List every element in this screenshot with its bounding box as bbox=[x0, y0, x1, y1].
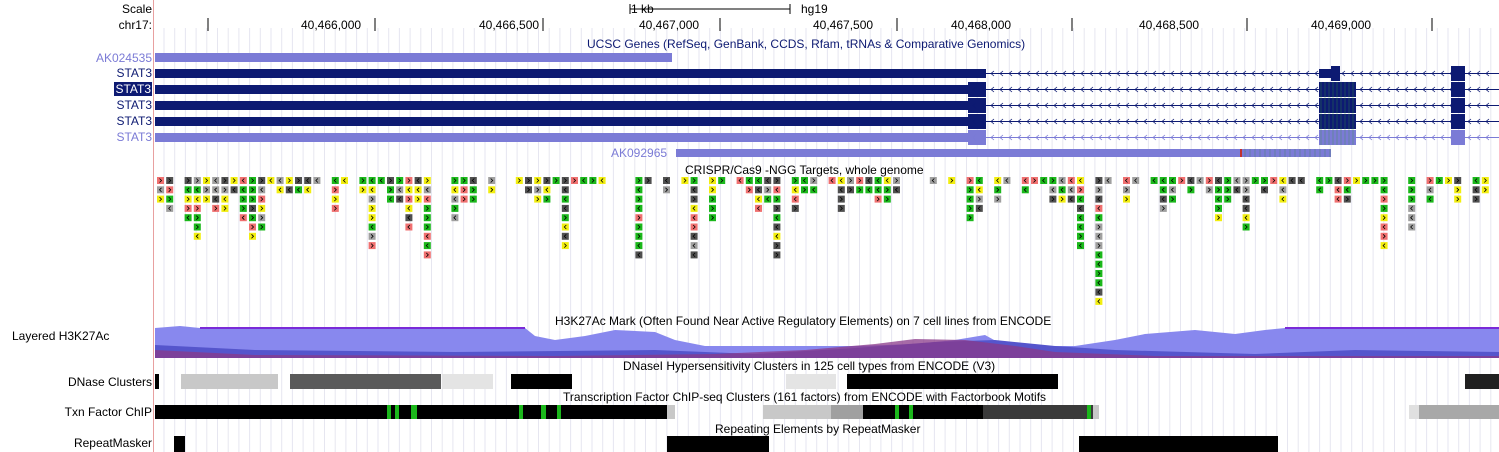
label-divider bbox=[153, 0, 154, 452]
ruler-tick: 40,469,000 bbox=[1311, 18, 1372, 32]
gene-label-stat3[interactable]: STAT3 bbox=[116, 66, 152, 80]
gene-label-stat3[interactable]: STAT3 bbox=[116, 98, 152, 112]
repeatmasker-track[interactable] bbox=[174, 436, 1278, 452]
assembly-label: hg19 bbox=[801, 2, 828, 16]
txn-factor-track[interactable] bbox=[155, 405, 1499, 419]
gene-stat3-4[interactable] bbox=[155, 117, 968, 126]
gene-stat3-5[interactable] bbox=[155, 133, 968, 142]
dnase-track-label[interactable]: DNase Clusters bbox=[67, 375, 152, 389]
track-image-area[interactable]: 1 kb hg19 40,466,000 40,466,500 40,467,0… bbox=[155, 0, 1499, 452]
gene-label-ak024535[interactable]: AK024535 bbox=[95, 51, 152, 65]
chrom-label: chr17: bbox=[118, 18, 152, 32]
gene-stat3-3[interactable] bbox=[155, 101, 968, 110]
ruler-tick: 40,468,000 bbox=[951, 18, 1012, 32]
gene-label-stat3[interactable]: STAT3 bbox=[116, 114, 152, 128]
ruler-tick: 40,468,500 bbox=[1139, 18, 1200, 32]
tracks-canvas[interactable] bbox=[155, 0, 1499, 452]
h3k27ac-track-label[interactable]: Layered H3K27Ac bbox=[12, 329, 110, 343]
gene-label-stat3[interactable]: STAT3 bbox=[116, 130, 152, 144]
h3k27ac-title: H3K27Ac Mark (Often Found Near Active Re… bbox=[555, 314, 1052, 328]
repeat-track-label[interactable]: RepeatMasker bbox=[73, 436, 152, 450]
gene-ak092965[interactable] bbox=[676, 149, 1331, 157]
dnase-title: DNaseI Hypersensitivity Clusters in 125 … bbox=[623, 359, 996, 373]
ruler bbox=[207, 4, 1433, 31]
ruler-tick: 40,466,000 bbox=[301, 18, 362, 32]
crispr-track[interactable] bbox=[157, 177, 1489, 305]
gene-label-ak092965[interactable]: AK092965 bbox=[611, 146, 668, 160]
gene-ak024535[interactable] bbox=[155, 53, 672, 62]
ucsc-genes-track[interactable] bbox=[155, 53, 1499, 157]
track-labels-column: Scale chr17: AK024535 STAT3 STAT3 STAT3 … bbox=[0, 0, 154, 452]
scale-label: Scale bbox=[121, 2, 152, 16]
dnase-track[interactable] bbox=[155, 374, 1499, 389]
gene-stat3-1[interactable] bbox=[155, 69, 986, 78]
repeat-title: Repeating Elements by RepeatMasker bbox=[715, 422, 921, 436]
crispr-title: CRISPR/Cas9 -NGG Targets, whole genome bbox=[685, 163, 924, 177]
ucsc-genes-title: UCSC Genes (RefSeq, GenBank, CCDS, Rfam,… bbox=[587, 37, 1026, 51]
ruler-tick: 40,467,000 bbox=[639, 18, 700, 32]
ruler-tick: 40,467,500 bbox=[813, 18, 874, 32]
ruler-tick: 40,466,500 bbox=[479, 18, 540, 32]
scale-bar-label: 1 kb bbox=[631, 2, 654, 16]
gene-stat3-2[interactable] bbox=[155, 85, 968, 94]
h3k27ac-track[interactable] bbox=[155, 326, 1499, 358]
gene-label-stat3-selected[interactable]: STAT3 bbox=[114, 82, 152, 96]
txn-track-label[interactable]: Txn Factor ChIP bbox=[64, 405, 152, 419]
txn-title: Transcription Factor ChIP-seq Clusters (… bbox=[563, 390, 1047, 404]
